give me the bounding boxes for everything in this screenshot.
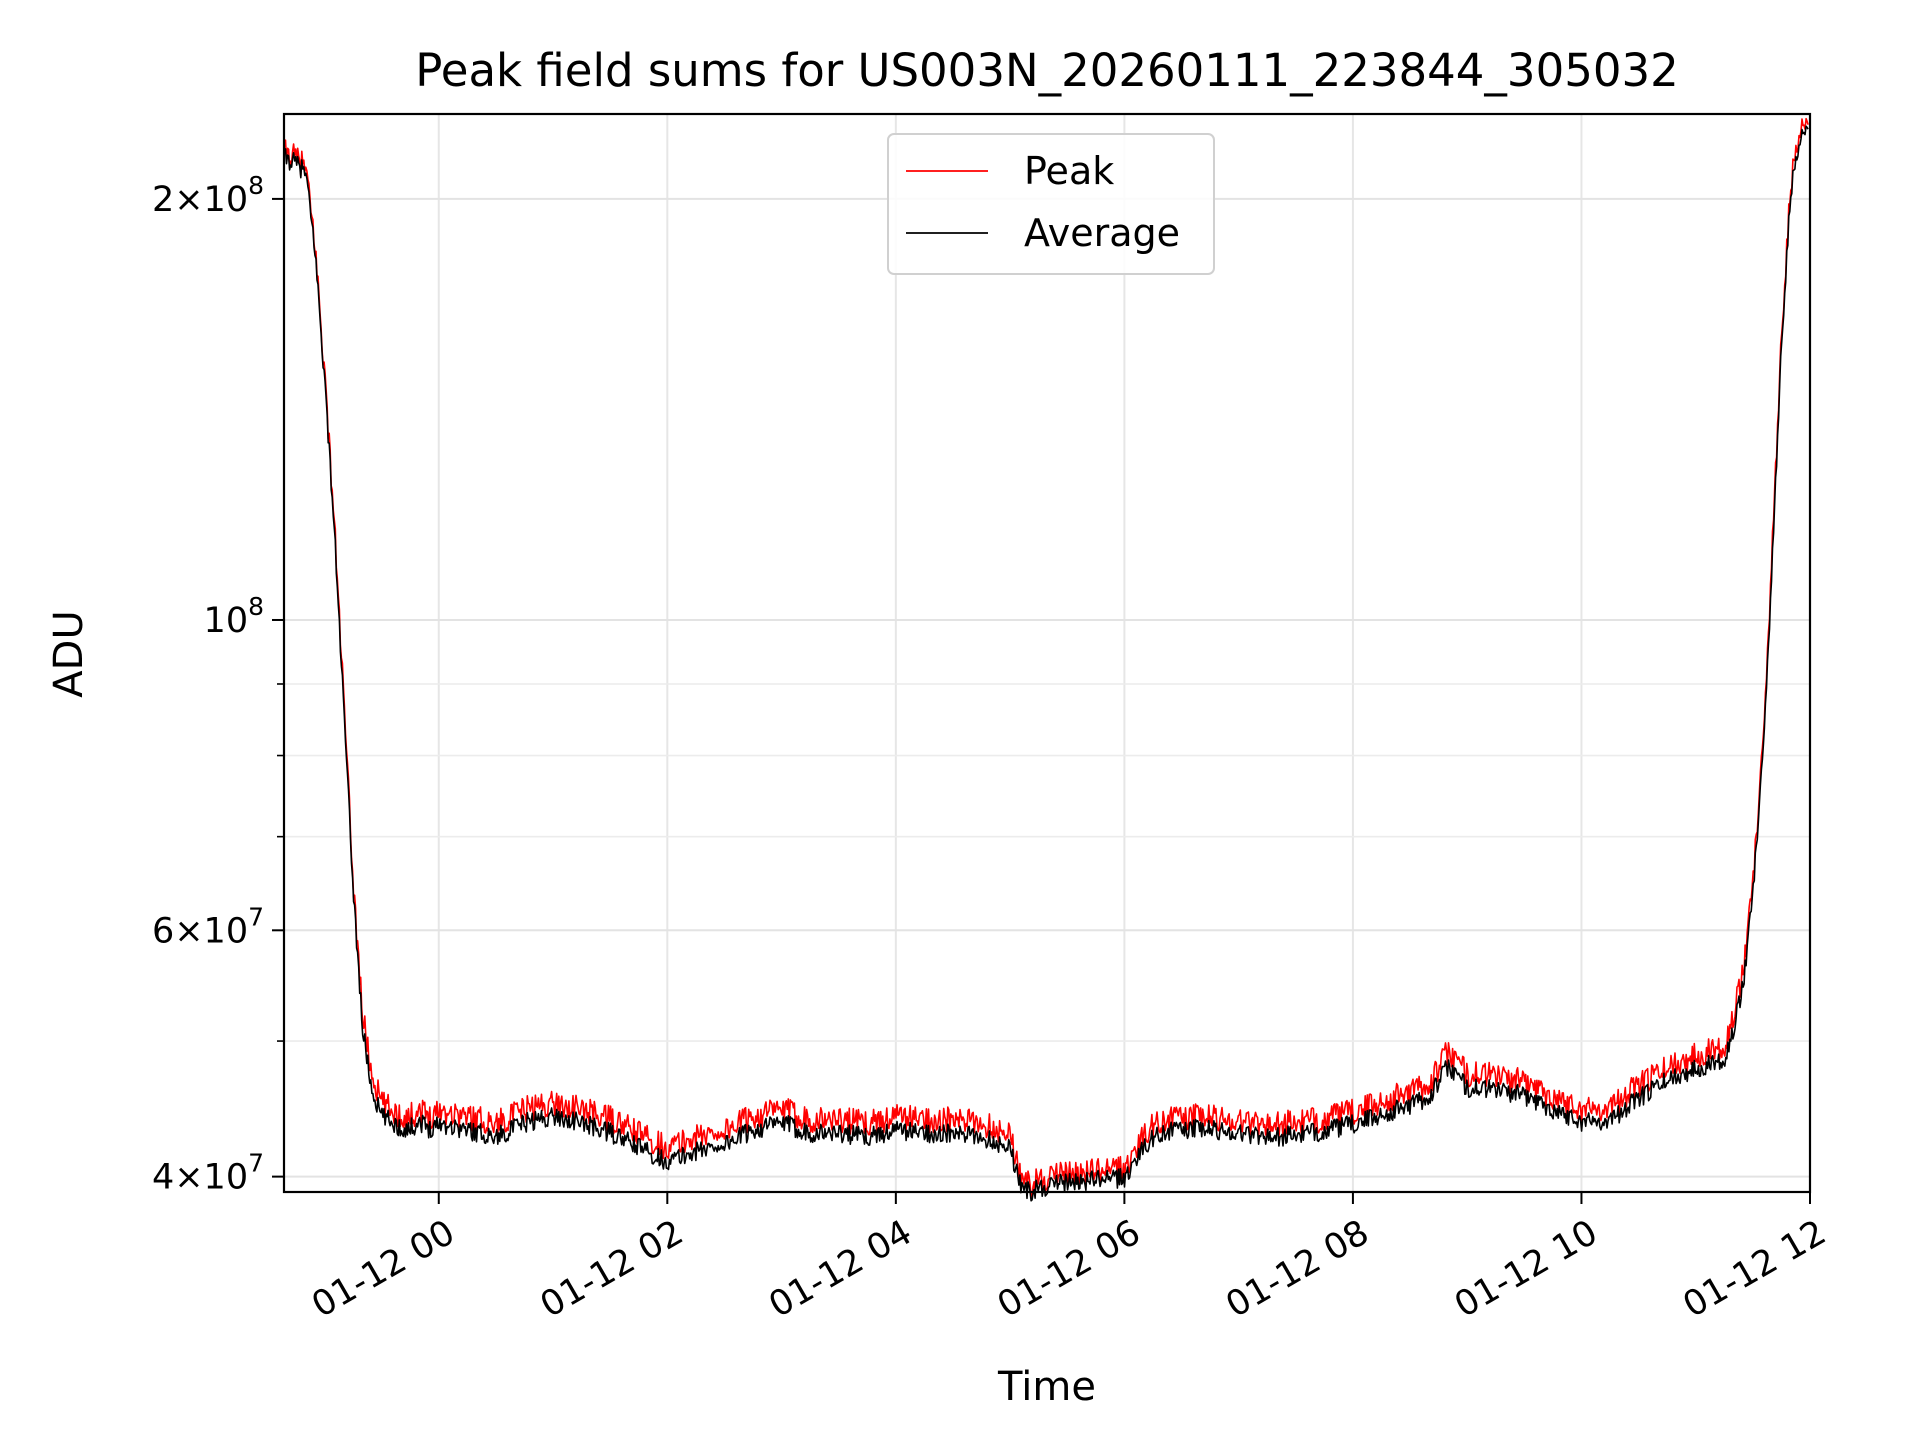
plot-frame <box>282 112 1812 1194</box>
legend-label-average: Average <box>1024 211 1180 255</box>
y-tick-label: 4×107 <box>152 1149 264 1198</box>
legend: Peak Average <box>887 133 1215 275</box>
y-tick-mantissa: 6×10 <box>152 911 248 951</box>
legend-box <box>887 133 1215 275</box>
y-axis-label: ADU <box>46 610 92 697</box>
y-tick-exponent: 8 <box>248 171 264 200</box>
y-tick-label: 108 <box>204 592 264 641</box>
y-tick-label: 6×107 <box>152 902 264 951</box>
y-tick-mantissa: 10 <box>204 601 249 641</box>
y-tick-exponent: 7 <box>248 902 264 931</box>
y-tick-exponent: 7 <box>248 1149 264 1178</box>
y-tick-exponent: 8 <box>248 592 264 621</box>
series-line-peak <box>283 117 1809 1198</box>
series-line-average <box>283 125 1809 1202</box>
y-tick-mantissa: 2×10 <box>152 180 248 220</box>
chart-title: Peak field sums for US003N_20260111_2238… <box>415 44 1678 97</box>
y-tick-mantissa: 4×10 <box>152 1158 248 1198</box>
x-axis-label: Time <box>997 1364 1096 1410</box>
legend-label-peak: Peak <box>1024 149 1114 193</box>
y-tick-label: 2×108 <box>152 171 264 220</box>
plot-layer <box>283 117 1809 1202</box>
